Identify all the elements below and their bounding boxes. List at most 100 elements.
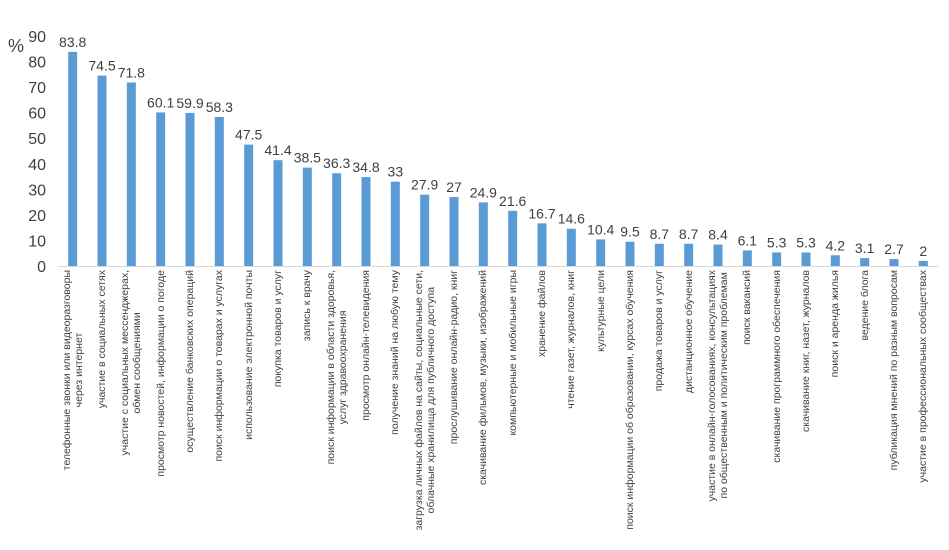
x-tick-label: использование электронной почты <box>242 270 255 440</box>
x-tick-label: загрузка личных файлов на сайты, социаль… <box>412 270 437 531</box>
data-label: 47.5 <box>235 127 262 143</box>
bar <box>390 181 400 266</box>
bar <box>596 239 606 266</box>
data-label: 2.7 <box>884 241 904 257</box>
bar <box>185 112 195 266</box>
x-tick-label: просмотр онлайн-телевидения <box>360 270 372 421</box>
bar <box>772 252 782 266</box>
bar <box>918 260 928 266</box>
x-tick-label: чтение газет, журналов, книг <box>565 270 578 409</box>
bar <box>420 194 430 266</box>
data-label: 6.1 <box>738 232 758 248</box>
bar <box>273 160 283 266</box>
data-label: 58.3 <box>206 99 233 115</box>
bar <box>126 82 136 266</box>
data-label: 24.9 <box>470 184 497 200</box>
data-label: 59.9 <box>176 95 203 111</box>
x-tick-label: просмотр новостей, информации о погоде <box>154 270 167 477</box>
bar <box>860 258 870 266</box>
data-label: 5.3 <box>796 234 816 250</box>
x-tick-label: покупка товаров и услуг <box>272 270 284 388</box>
bar <box>302 167 312 266</box>
bar <box>742 250 752 266</box>
bar <box>156 112 166 267</box>
bar <box>449 197 459 266</box>
data-label: 2 <box>919 243 927 259</box>
bar <box>625 241 635 266</box>
data-label: 74.5 <box>88 58 115 74</box>
x-tick-label: запись к врачу <box>301 270 314 342</box>
bar <box>654 243 664 266</box>
data-label: 27 <box>446 179 462 195</box>
bar <box>361 177 371 266</box>
data-label: 21.6 <box>499 193 526 209</box>
x-tick-label: публикация мнений по разным вопросам <box>888 270 900 471</box>
data-label: 8.4 <box>708 227 728 243</box>
data-label: 38.5 <box>294 150 321 166</box>
y-tick-label: 30 <box>28 182 46 199</box>
x-tick-label: хранение файлов <box>536 270 548 357</box>
data-label: 16.7 <box>528 205 555 221</box>
data-label: 60.1 <box>147 94 174 110</box>
data-label: 27.9 <box>411 177 438 193</box>
data-label: 10.4 <box>587 221 614 237</box>
data-label: 41.4 <box>264 142 291 158</box>
data-label: 36.3 <box>323 155 350 171</box>
data-label: 83.8 <box>59 34 86 50</box>
x-tick-label: участие с социальных мессенджерах, обмен… <box>119 270 144 456</box>
data-label: 3.1 <box>855 240 875 256</box>
y-tick-label: 60 <box>28 106 46 123</box>
y-tick-label: 90 <box>28 29 46 46</box>
x-tick-label: участие в социальных сетях <box>96 270 108 409</box>
y-tick-label: 40 <box>28 157 46 174</box>
x-tick-label: продажа товаров и услуг <box>653 270 666 392</box>
y-tick-label: 80 <box>28 55 46 72</box>
x-tick-label: участие в профессиональных сообществах <box>917 270 930 483</box>
data-label: 5.3 <box>767 234 787 250</box>
y-axis-label: % <box>8 36 25 56</box>
y-tick-label: 50 <box>28 131 46 148</box>
x-tick-label: дистанционное обучение <box>682 270 695 394</box>
data-label: 4.2 <box>826 237 846 253</box>
data-label: 33 <box>388 164 404 180</box>
x-tick-label: скачивание книг, назет, журналов <box>800 270 812 432</box>
data-label: 9.5 <box>620 224 640 240</box>
y-tick-label: 70 <box>28 80 46 97</box>
data-label: 71.8 <box>118 65 145 81</box>
data-label: 14.6 <box>558 211 585 227</box>
x-tick-label: прослушивание онлайн-радио, книг <box>448 270 460 445</box>
x-tick-label: телефонные звонки или видеоразговоры чер… <box>60 270 85 471</box>
y-tick-label: 10 <box>28 233 46 250</box>
bar <box>478 202 488 266</box>
bar <box>830 255 840 266</box>
x-tick-label: культурные цели <box>594 270 607 352</box>
bar <box>889 259 899 266</box>
bar <box>537 223 547 266</box>
y-tick-label: 20 <box>28 208 46 225</box>
bar <box>566 228 576 266</box>
y-tick-label: 0 <box>37 259 46 276</box>
x-tick-label: поиск и аренда жилья <box>829 270 842 378</box>
x-tick-label: участие в онлайн-голосованиях, консульта… <box>706 270 730 502</box>
bar <box>684 243 694 266</box>
x-tick-label: поиск вакансий <box>741 270 754 345</box>
data-label: 34.8 <box>352 159 379 175</box>
bar <box>332 173 342 266</box>
data-label: 8.7 <box>650 226 670 242</box>
x-tick-label: скачивание программного обеспечения <box>770 270 783 463</box>
x-tick-label: поиск информации в области здоровья, усл… <box>324 270 349 465</box>
x-tick-label: компьютерные и мобильные игры <box>506 270 519 436</box>
x-tick-label: поиск информации об образовании, курсах … <box>624 270 636 530</box>
bar <box>713 244 723 266</box>
bar <box>244 144 254 266</box>
x-tick-label: поиск информации о товарах и услугах <box>213 270 226 462</box>
bar <box>214 117 224 266</box>
x-tick-label: осуществление банковских операций <box>184 270 196 453</box>
x-tick-label: ведение блога <box>858 270 871 341</box>
bar <box>801 252 811 266</box>
x-tick-label: получение знаний на любую тему <box>389 270 402 435</box>
x-tick-label: скачивание фильмов, музыки, изображений <box>477 270 490 486</box>
data-label: 8.7 <box>679 226 699 242</box>
